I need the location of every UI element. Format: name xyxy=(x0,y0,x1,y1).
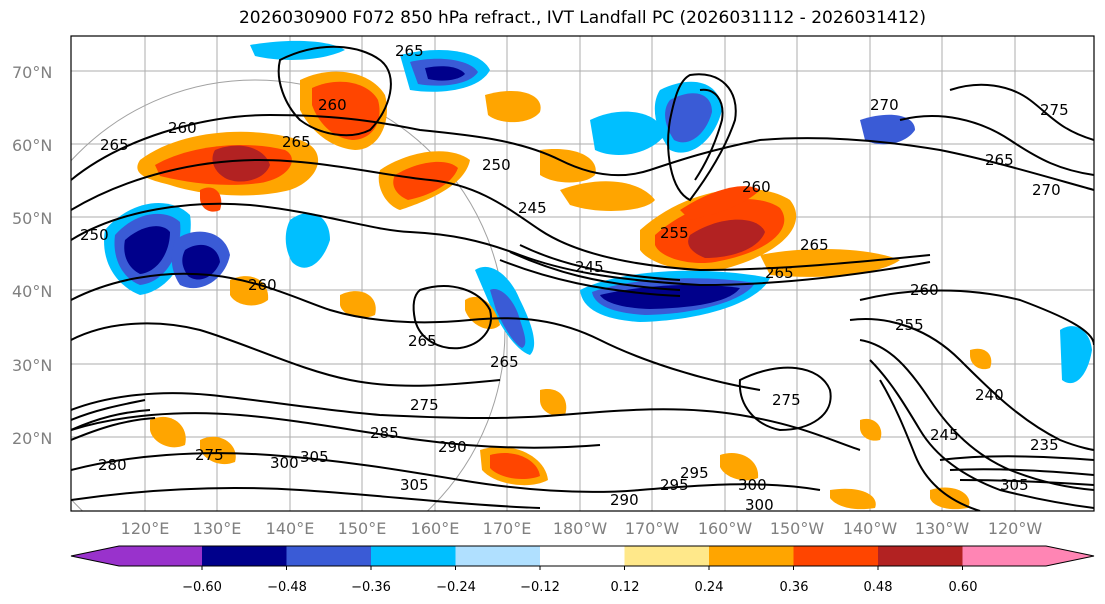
lat-label: 50°N xyxy=(12,209,52,228)
colorbar-extend-low xyxy=(71,546,202,566)
contour-label: 275 xyxy=(195,446,224,464)
colorbar-swatches xyxy=(70,545,1095,570)
lat-label: 20°N xyxy=(12,429,52,448)
lat-label: 60°N xyxy=(12,136,52,155)
contour-label: 250 xyxy=(80,226,109,244)
contour-label: 260 xyxy=(910,281,939,299)
lon-label: 140°E xyxy=(266,519,315,538)
colorbar-swatch xyxy=(286,546,372,566)
map-title: 2026030900 F072 850 hPa refract., IVT La… xyxy=(238,8,926,28)
contour-label: 245 xyxy=(518,199,547,217)
lon-label: 180°W xyxy=(553,519,608,538)
colorbar: −0.60 −0.48 −0.36 −0.24 −0.12 0.12 0.24 … xyxy=(70,545,1095,595)
contour-label: 300 xyxy=(738,476,767,494)
contour-label: 240 xyxy=(975,386,1004,404)
colorbar-outline xyxy=(70,545,1095,567)
lon-label: 150°E xyxy=(338,519,387,538)
refractivity-contours xyxy=(71,45,1094,511)
lon-label: 160°E xyxy=(411,519,460,538)
contour-label: 275 xyxy=(410,396,439,414)
colorbar-tick-label: −0.36 xyxy=(351,580,391,595)
map-frame xyxy=(70,35,1095,512)
lon-label: 170°W xyxy=(625,519,680,538)
lon-label: 160°W xyxy=(698,519,753,538)
colorbar-swatch xyxy=(540,546,625,566)
contour-label: 260 xyxy=(742,178,771,196)
contour-label: 265 xyxy=(490,353,519,371)
contour-label: 245 xyxy=(575,258,604,276)
contour-label: 265 xyxy=(408,332,437,350)
colorbar-swatch xyxy=(202,546,287,566)
colorbar-tick-label: 0.48 xyxy=(864,580,893,595)
contour-label: 265 xyxy=(985,151,1014,169)
contour-label: 260 xyxy=(168,119,197,137)
map-field: 265 260 265 265 260 250 245 245 255 260 … xyxy=(71,36,1094,514)
contour-label: 270 xyxy=(1032,181,1061,199)
contour-label: 290 xyxy=(438,438,467,456)
contour-label: 275 xyxy=(772,391,801,409)
contour-label: 250 xyxy=(482,156,511,174)
contour-label: 265 xyxy=(100,136,129,154)
contour-label: 275 xyxy=(1040,101,1069,119)
colorbar-swatch xyxy=(793,546,879,566)
contour-label: 260 xyxy=(318,96,347,114)
colorbar-tick-label: −0.24 xyxy=(436,580,476,595)
contour-label: 270 xyxy=(870,96,899,114)
colorbar-tick-label: −0.48 xyxy=(267,580,307,595)
contour-label: 245 xyxy=(930,426,959,444)
contour-label: 300 xyxy=(745,496,774,514)
lon-label: 170°E xyxy=(483,519,532,538)
colorbar-swatch xyxy=(455,546,541,566)
colorbar-tick-label: −0.60 xyxy=(182,580,222,595)
contour-label: 265 xyxy=(395,42,424,60)
colorbar-tick-labels: −0.60 −0.48 −0.36 −0.24 −0.12 0.12 0.24 … xyxy=(182,580,977,595)
lat-label: 30°N xyxy=(12,356,52,375)
contour-label: 280 xyxy=(98,456,127,474)
lon-label: 140°W xyxy=(843,519,898,538)
lon-label: 120°W xyxy=(988,519,1043,538)
colorbar-extend-high xyxy=(962,546,1094,566)
colorbar-tick-label: 0.36 xyxy=(780,580,809,595)
lat-label: 70°N xyxy=(12,63,52,82)
colorbar-tick-label: 0.24 xyxy=(695,580,724,595)
contour-label: 265 xyxy=(800,236,829,254)
colorbar-tick-label: 0.60 xyxy=(949,580,978,595)
contour-label: 300 xyxy=(270,454,299,472)
contour-label: 235 xyxy=(1030,436,1059,454)
contour-label: 265 xyxy=(765,264,794,282)
contour-label: 305 xyxy=(1000,476,1029,494)
colorbar-swatch xyxy=(624,546,710,566)
contour-label: 260 xyxy=(248,276,277,294)
contour-label-group: 265 260 265 265 260 250 245 245 255 260 … xyxy=(80,42,1069,514)
contour-label: 255 xyxy=(895,316,924,334)
contour-label: 305 xyxy=(300,448,329,466)
lon-label: 130°W xyxy=(915,519,970,538)
contour-label: 295 xyxy=(680,464,709,482)
colorbar-tick-label: 0.12 xyxy=(611,580,640,595)
lat-label: 40°N xyxy=(12,282,52,301)
contour-label: 265 xyxy=(282,133,311,151)
colorbar-swatch xyxy=(371,546,456,566)
contour-label: 285 xyxy=(370,424,399,442)
contour-label: 290 xyxy=(610,491,639,509)
contour-label: 255 xyxy=(660,224,689,242)
colorbar-swatch xyxy=(878,546,963,566)
lon-label: 150°W xyxy=(770,519,825,538)
lon-label: 120°E xyxy=(121,519,170,538)
contour-label: 295 xyxy=(660,476,689,494)
latitude-labels: 70°N 60°N 50°N 40°N 30°N 20°N xyxy=(12,63,52,448)
colorbar-swatch xyxy=(709,546,794,566)
contour-label: 305 xyxy=(400,476,429,494)
lon-label: 130°E xyxy=(193,519,242,538)
colorbar-tick-label: −0.12 xyxy=(520,580,560,595)
longitude-labels: 120°E 130°E 140°E 150°E 160°E 170°E 180°… xyxy=(121,519,1043,538)
